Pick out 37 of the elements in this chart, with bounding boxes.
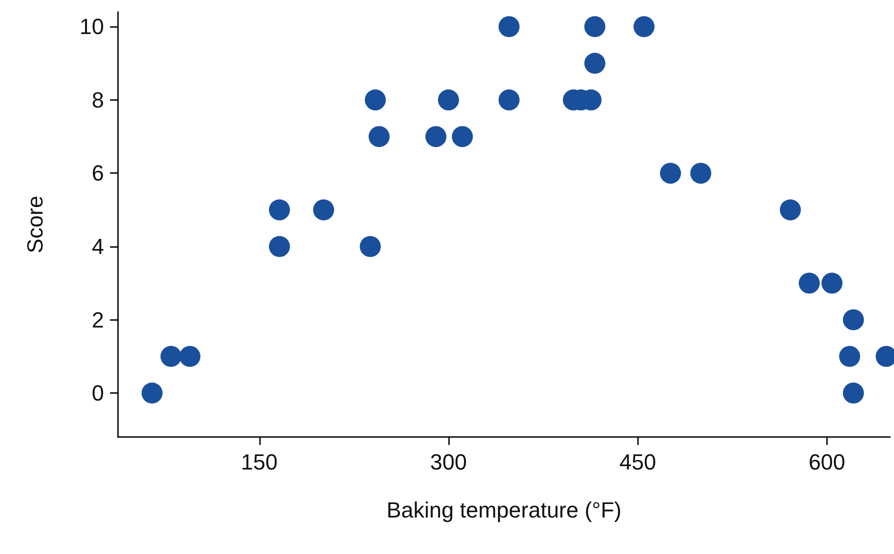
x-tick-label: 450 <box>619 450 656 474</box>
x-axis-title: Baking temperature (°F) <box>386 498 622 522</box>
point <box>438 89 459 110</box>
point <box>660 162 682 184</box>
point <box>142 382 163 404</box>
point <box>780 199 801 220</box>
x-tick-label: 300 <box>430 450 467 474</box>
point <box>842 382 864 404</box>
y-tick-label: 10 <box>80 14 104 40</box>
point <box>268 199 290 220</box>
point <box>360 236 381 257</box>
point <box>498 16 520 38</box>
y-tick-label: 4 <box>92 234 104 259</box>
point <box>798 272 820 294</box>
point <box>179 346 200 367</box>
point <box>452 126 473 148</box>
point <box>839 346 860 367</box>
y-axis-title: Score <box>22 196 48 254</box>
point <box>368 126 390 148</box>
x-tick-label: 600 <box>808 450 846 474</box>
point <box>634 16 655 38</box>
y-tick-label: 0 <box>92 380 104 406</box>
point <box>584 16 606 38</box>
point <box>690 162 712 184</box>
point <box>821 272 842 294</box>
y-tick-label: 8 <box>92 87 104 112</box>
point <box>498 89 520 110</box>
point <box>268 236 290 257</box>
point <box>584 52 606 74</box>
point <box>313 199 334 220</box>
point <box>364 89 386 110</box>
x-tick-label: 150 <box>240 450 278 474</box>
point <box>425 126 446 148</box>
y-tick-label: 6 <box>92 160 104 186</box>
point <box>160 346 182 367</box>
y-tick-label: 2 <box>92 307 104 332</box>
point <box>842 309 864 330</box>
